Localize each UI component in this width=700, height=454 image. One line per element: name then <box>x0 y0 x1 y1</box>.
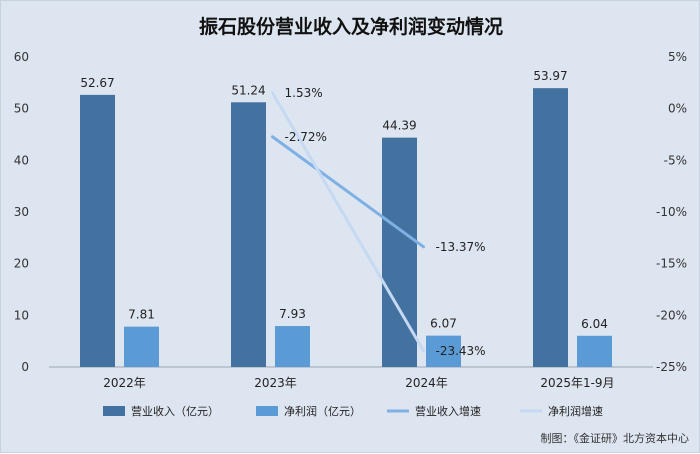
profit-bar-label: 6.07 <box>430 317 457 331</box>
x-category-label: 2022年 <box>103 376 146 390</box>
y-left-tick-label: 30 <box>14 205 29 219</box>
data-labels: 52.67 51.24 44.39 53.97 7.81 7.93 6.07 6.04 -2.7… <box>80 69 608 358</box>
x-category-label: 2025年1-9月 <box>540 376 614 390</box>
y-right-tick-label: 0% <box>668 102 687 116</box>
y-right-tick-label: -25% <box>656 360 687 374</box>
y-right-tick-label: 5% <box>668 50 687 64</box>
legend: 营业收入（亿元） 净利润（亿元） 营业收入增速 净利润增速 <box>103 404 603 418</box>
legend-label: 净利润增速 <box>548 404 603 418</box>
revenue-bar-label: 51.24 <box>231 83 265 97</box>
profit-bar <box>275 326 310 367</box>
bars <box>80 88 612 367</box>
profit-bar <box>577 335 612 367</box>
legend-label: 营业收入（亿元） <box>131 404 219 418</box>
source-note: 制图：《金证研》北方资本中心 <box>541 431 690 445</box>
profit-bar-label: 7.93 <box>279 307 306 321</box>
revenue-growth-line <box>271 135 425 249</box>
y-left-tick-label: 0 <box>21 360 29 374</box>
legend-swatch <box>256 406 278 416</box>
profit-bar <box>426 335 461 367</box>
legend-swatch <box>103 406 125 416</box>
y-right-tick-label: -10% <box>656 205 687 219</box>
revenue-bar <box>533 88 568 367</box>
profit-bar-label: 6.04 <box>581 317 608 331</box>
revenue-growth-label: -13.37% <box>436 240 486 254</box>
legend-label: 营业收入增速 <box>415 404 481 418</box>
profit-bar-label: 7.81 <box>128 308 155 322</box>
x-category-label: 2023年 <box>254 376 297 390</box>
y-left-tick-label: 20 <box>14 257 29 271</box>
revenue-bar-label: 44.39 <box>382 119 416 133</box>
y-left-tick-label: 40 <box>14 153 29 167</box>
y-right-tick-label: -20% <box>656 308 687 322</box>
y-left-tick-label: 50 <box>14 102 29 116</box>
y-left-tick-label: 10 <box>14 308 29 322</box>
revenue-bar <box>80 94 115 367</box>
profit-growth-line <box>271 91 425 353</box>
x-category-label: 2024年 <box>405 376 448 390</box>
profit-growth-label: -23.43% <box>436 344 486 358</box>
chart-title: 振石股份营业收入及净利润变动情况 <box>199 15 503 38</box>
legend-label: 净利润（亿元） <box>284 404 361 418</box>
y-right-tick-label: -5% <box>664 153 687 167</box>
revenue-growth-label: -2.72% <box>285 130 327 144</box>
y-left-tick-label: 60 <box>14 50 29 64</box>
profit-growth-label: 1.53% <box>285 86 323 100</box>
revenue-bar-label: 53.97 <box>533 69 567 83</box>
profit-bar <box>124 326 159 367</box>
y-right-tick-label: -15% <box>656 257 687 271</box>
revenue-bar-label: 52.67 <box>80 76 114 90</box>
axes: 0 10 20 30 40 50 60 5% 0% -5% -10% -15% -20% -25% 2022… <box>14 50 687 390</box>
lines <box>271 91 425 353</box>
revenue-bar <box>231 102 266 367</box>
